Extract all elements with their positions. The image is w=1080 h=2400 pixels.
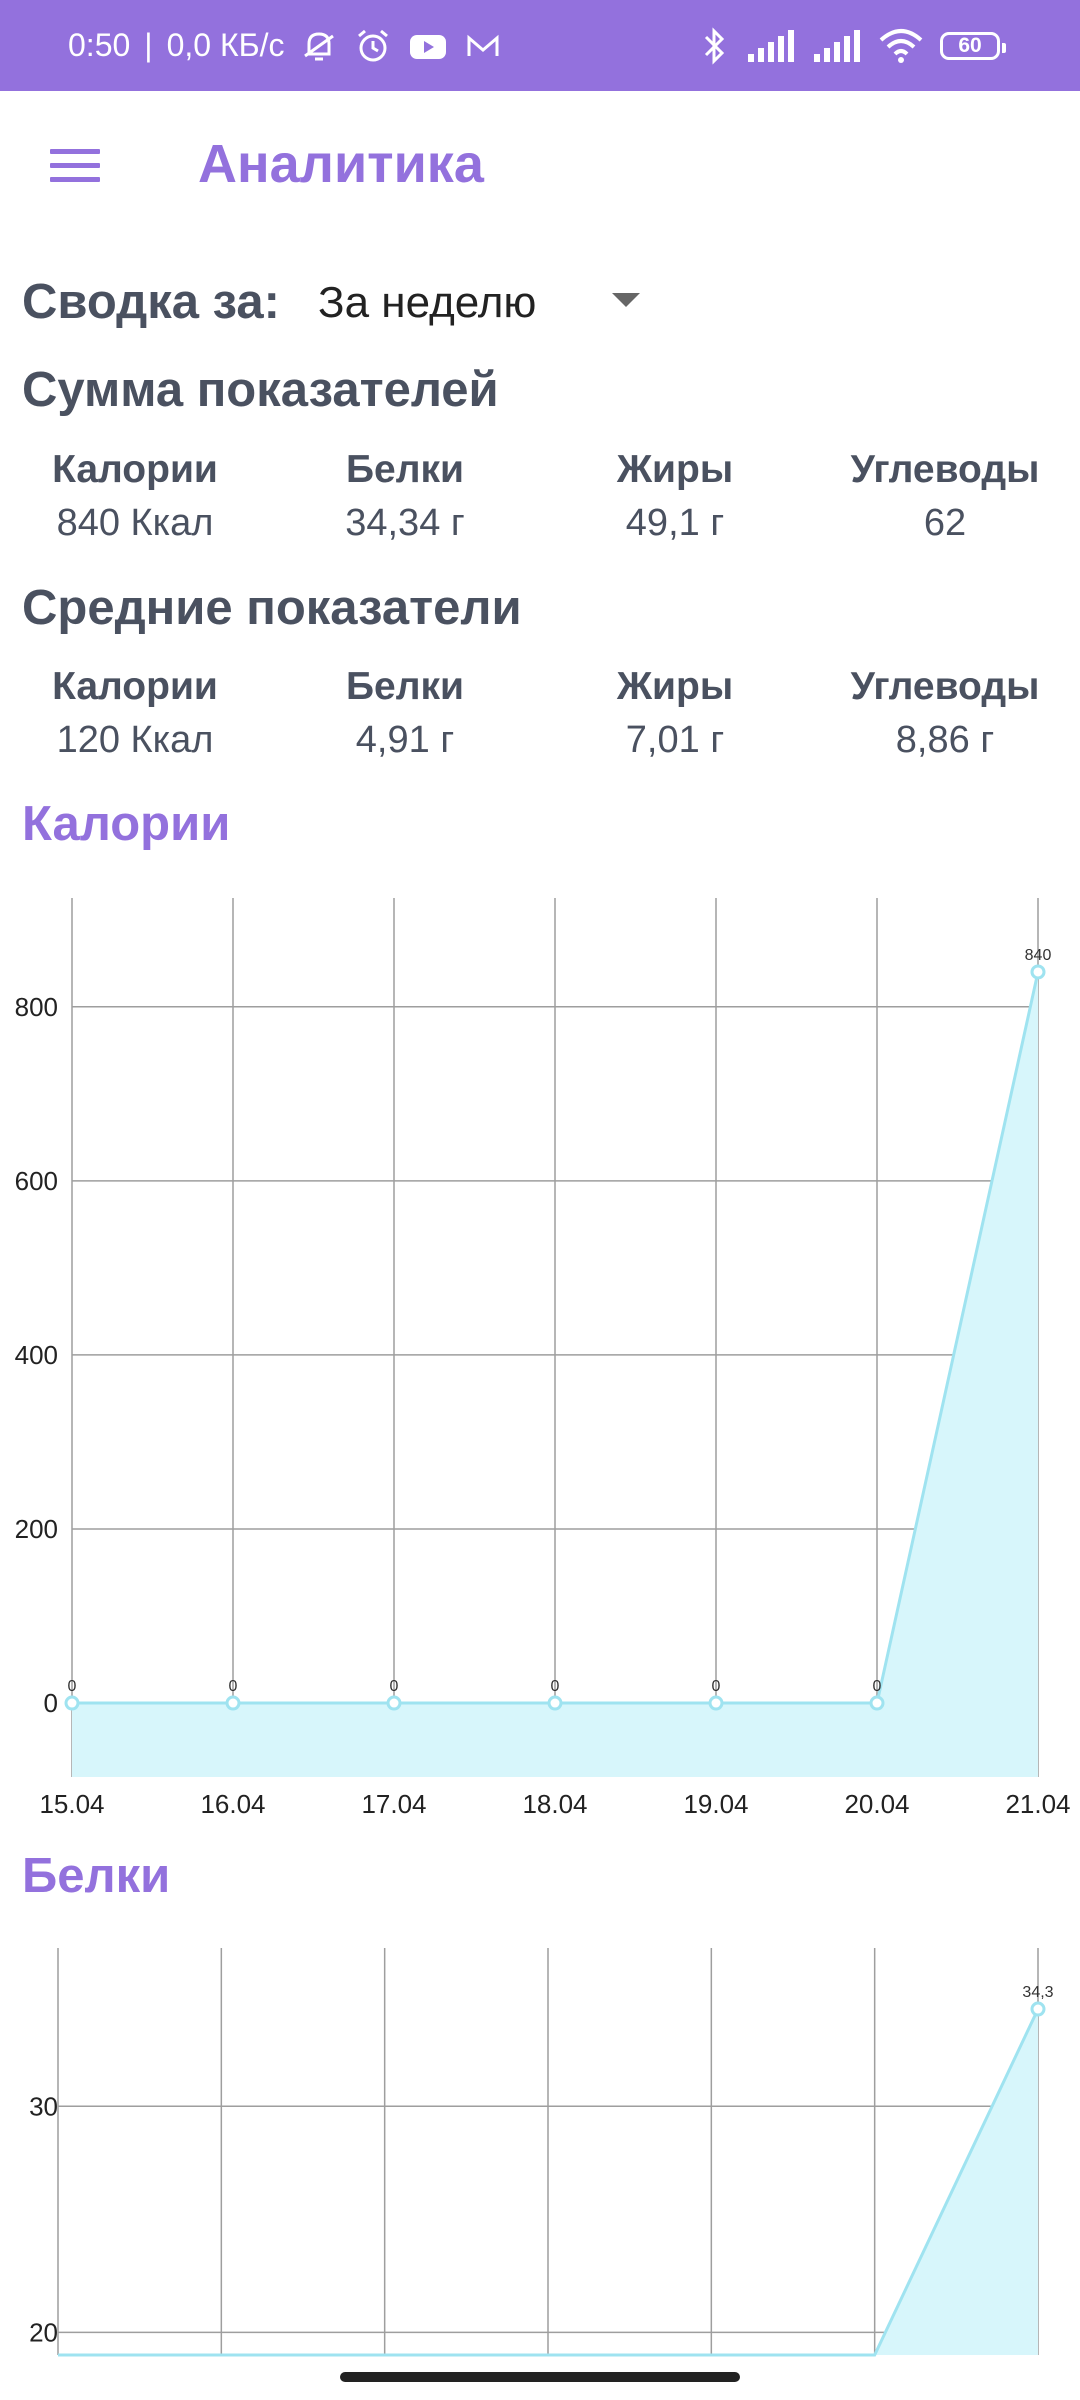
y-tick-label: 400 [15,1340,58,1370]
data-label: 0 [712,1678,721,1695]
averages-stats: Калории 120 Ккал Белки 4,91 г Жиры 7,01 … [0,665,1080,775]
stat-fats: Жиры 7,01 г [540,665,810,762]
series-area [58,2009,1038,2355]
y-tick-label: 0 [44,1688,58,1718]
data-label: 0 [551,1678,560,1695]
stat-value: 49,1 г [625,502,725,544]
x-tick-label: 19.04 [683,1789,748,1819]
data-label: 0 [390,1678,399,1695]
signal-icon [814,29,860,62]
youtube-icon [409,34,446,59]
data-point [225,1695,241,1711]
data-point [708,1695,724,1711]
status-right: 60 [700,0,1006,91]
stat-label: Калории [52,448,218,491]
signal-icon [748,29,794,62]
data-label: 840 [1025,947,1052,964]
stat-label: Калории [52,665,218,708]
data-point [1030,964,1046,980]
dropdown-arrow-icon[interactable] [612,293,640,307]
data-point [386,1695,402,1711]
alarm-icon [357,29,388,61]
wifi-icon [879,28,923,63]
data-label: 0 [68,1678,77,1695]
page-title: Аналитика [198,134,484,194]
data-point [869,1695,885,1711]
data-point [1030,2001,1046,2017]
stat-proteins: Белки 34,34 г [270,448,540,545]
stat-value: 62 [923,502,967,544]
x-tick-label: 18.04 [522,1789,587,1819]
status-separator: | [144,27,153,63]
y-tick-label: 800 [15,992,58,1022]
data-point [547,1695,563,1711]
y-tick-label: 20 [29,2317,58,2347]
stat-label: Углеводы [850,448,1040,491]
status-left: 0:50 | 0,0 КБ/с [68,0,503,91]
x-tick-label: 17.04 [361,1789,426,1819]
data-label: 0 [229,1678,238,1695]
status-speed: 0,0 КБ/с [166,27,285,63]
stat-value: 840 Ккал [56,502,214,544]
stat-label: Белки [346,665,464,708]
totals-title: Сумма показателей [22,363,499,417]
y-tick-label: 30 [29,2091,58,2121]
averages-title: Средние показатели [22,581,522,635]
period-selected: За неделю [318,278,537,327]
x-tick-label: 16.04 [200,1789,265,1819]
stat-value: 7,01 г [625,719,725,761]
totals-stats: Калории 840 Ккал Белки 34,34 г Жиры 49,1… [0,448,1080,558]
status-time: 0:50 [68,27,131,63]
series-area [72,971,1038,1777]
stat-label: Жиры [616,665,734,708]
mail-icon [467,34,498,56]
y-tick-label: 600 [15,1166,58,1196]
app-bar: Аналитика [0,91,1080,251]
stat-value: 8,86 г [895,719,995,761]
stat-proteins: Белки 4,91 г [270,665,540,762]
stat-carbs: Углеводы 8,86 г [810,665,1080,762]
stat-calories: Калории 120 Ккал [0,665,270,762]
stat-calories: Калории 840 Ккал [0,448,270,545]
stat-label: Углеводы [850,665,1040,708]
x-tick-label: 15.04 [39,1789,104,1819]
data-point [64,1695,80,1711]
hamburger-icon [50,163,100,168]
y-tick-label: 200 [15,1514,58,1544]
summary-row: Сводка за: [22,270,280,334]
battery-icon: 60 [940,31,1006,60]
proteins-chart: 20 30 34,3 [29,1948,1054,2357]
stat-value: 4,91 г [355,719,455,761]
proteins-chart-title: Белки [22,1849,171,1903]
series-line [58,2008,1040,2357]
home-indicator[interactable] [340,2372,740,2382]
stat-carbs: Углеводы 62 [810,448,1080,545]
summary-label: Сводка за: [22,275,280,329]
menu-button[interactable] [46,143,106,203]
hamburger-icon [50,149,100,154]
period-dropdown[interactable]: За неделю [318,268,648,338]
calories-chart-title: Калории [22,797,231,851]
data-label: 0 [873,1678,882,1695]
stat-label: Жиры [616,448,734,491]
stat-value: 120 Ккал [56,719,214,761]
bluetooth-icon [704,26,725,65]
battery-level: 60 [958,33,982,57]
stat-value: 34,34 г [345,502,465,544]
stat-label: Белки [346,448,464,491]
x-tick-label: 20.04 [844,1789,909,1819]
x-tick-label: 21.04 [1005,1789,1070,1819]
mute-bell-icon [303,31,334,60]
stat-fats: Жиры 49,1 г [540,448,810,545]
hamburger-icon [50,177,100,182]
data-label: 34,3 [1022,1984,1053,2001]
status-bar: 0:50 | 0,0 КБ/с [0,0,1080,91]
